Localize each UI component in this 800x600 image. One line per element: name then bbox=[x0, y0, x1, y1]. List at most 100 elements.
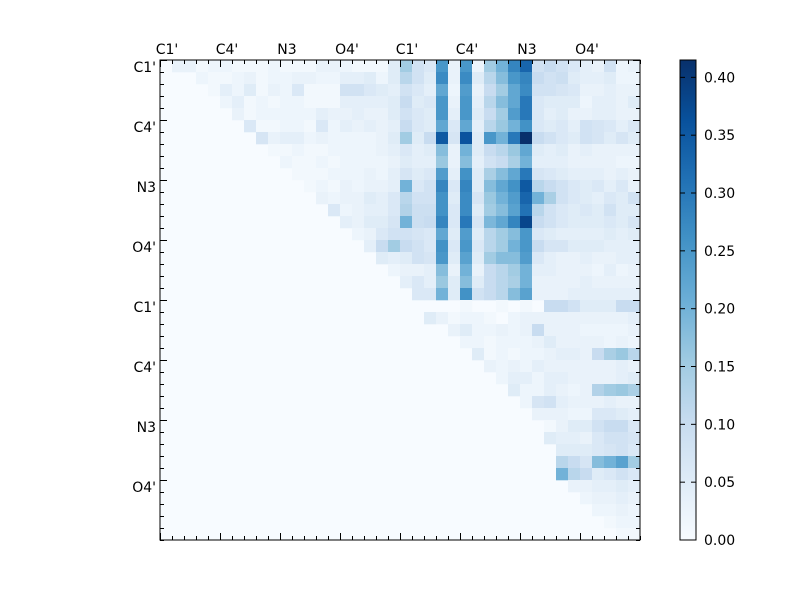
colorbar-tick-label: 0.40 bbox=[704, 70, 735, 86]
heatmap-cell bbox=[568, 480, 581, 493]
y-tick-label: C1' bbox=[133, 300, 156, 316]
heatmap-cell bbox=[520, 192, 533, 205]
heatmap-cell bbox=[568, 252, 581, 265]
heatmap-cell bbox=[424, 144, 437, 157]
heatmap-cell bbox=[496, 372, 509, 385]
heatmap-cell bbox=[532, 264, 545, 277]
heatmap-cell bbox=[244, 60, 257, 73]
heatmap-cell bbox=[436, 168, 449, 181]
heatmap-cell bbox=[568, 60, 581, 73]
heatmap-cell bbox=[316, 132, 329, 145]
heatmap-cell bbox=[412, 144, 425, 157]
heatmap-cell bbox=[544, 276, 557, 289]
heatmap-cell bbox=[568, 336, 581, 349]
heatmap-cell bbox=[436, 228, 449, 241]
heatmap-cell bbox=[604, 396, 617, 409]
heatmap-cell bbox=[388, 252, 401, 265]
heatmap-cell bbox=[508, 204, 521, 217]
heatmap-cell bbox=[472, 72, 485, 85]
heatmap-cell bbox=[184, 60, 197, 73]
heatmap-cell bbox=[544, 72, 557, 85]
heatmap-cell bbox=[508, 360, 521, 373]
heatmap-cell bbox=[448, 72, 461, 85]
heatmap-cell bbox=[388, 144, 401, 157]
heatmap-cell bbox=[352, 168, 365, 181]
heatmap-cell bbox=[628, 192, 641, 205]
heatmap-cell bbox=[352, 216, 365, 229]
heatmap-cell bbox=[628, 528, 641, 541]
heatmap-cell bbox=[412, 264, 425, 277]
heatmap-cell bbox=[568, 444, 581, 457]
heatmap-cell bbox=[628, 180, 641, 193]
heatmap-cell bbox=[208, 72, 221, 85]
heatmap-cell bbox=[568, 168, 581, 181]
heatmap-cell bbox=[448, 96, 461, 109]
heatmap-cell bbox=[496, 72, 509, 85]
heatmap-cell bbox=[616, 120, 629, 133]
heatmap-cell bbox=[256, 120, 269, 133]
heatmap-cell bbox=[604, 120, 617, 133]
heatmap-cell bbox=[616, 156, 629, 169]
heatmap-cell bbox=[412, 288, 425, 301]
heatmap-cell bbox=[208, 84, 221, 97]
heatmap-cell bbox=[412, 132, 425, 145]
heatmap-cell bbox=[232, 84, 245, 97]
heatmap-cell bbox=[568, 240, 581, 253]
heatmap-cell bbox=[340, 120, 353, 133]
heatmap-cell bbox=[616, 396, 629, 409]
heatmap-cell bbox=[436, 216, 449, 229]
heatmap-cell bbox=[424, 156, 437, 169]
heatmap-cell bbox=[508, 60, 521, 73]
heatmap-cell bbox=[364, 216, 377, 229]
heatmap-cell bbox=[628, 144, 641, 157]
heatmap-cell bbox=[544, 432, 557, 445]
heatmap-cell bbox=[592, 108, 605, 121]
heatmap-cell bbox=[628, 216, 641, 229]
heatmap-cell bbox=[460, 60, 473, 73]
x-tick-label: N3 bbox=[277, 42, 296, 58]
heatmap-cell bbox=[508, 84, 521, 97]
heatmap-cell bbox=[424, 288, 437, 301]
heatmap-cell bbox=[604, 372, 617, 385]
colorbar-tick-label: 0.15 bbox=[704, 360, 735, 376]
heatmap-cell bbox=[556, 408, 569, 421]
heatmap-cell bbox=[388, 168, 401, 181]
heatmap-cell bbox=[544, 348, 557, 361]
heatmap-cell bbox=[616, 432, 629, 445]
heatmap-cell bbox=[580, 396, 593, 409]
heatmap-cell bbox=[268, 132, 281, 145]
heatmap-cell bbox=[196, 72, 209, 85]
colorbar-tick-label: 0.35 bbox=[704, 128, 735, 144]
heatmap-cell bbox=[592, 348, 605, 361]
heatmap-cell bbox=[628, 348, 641, 361]
heatmap-cell bbox=[436, 72, 449, 85]
heatmap-cell bbox=[304, 156, 317, 169]
heatmap-cell bbox=[376, 108, 389, 121]
heatmap-cell bbox=[436, 288, 449, 301]
heatmap-cell bbox=[328, 168, 341, 181]
heatmap-cell bbox=[400, 276, 413, 289]
heatmap-cell bbox=[328, 120, 341, 133]
heatmap-cell bbox=[544, 360, 557, 373]
heatmap-cell bbox=[388, 228, 401, 241]
heatmap-cell bbox=[592, 300, 605, 313]
heatmap-cell bbox=[592, 480, 605, 493]
heatmap-cell bbox=[364, 60, 377, 73]
heatmap-cell bbox=[292, 72, 305, 85]
y-tick-label: C1' bbox=[133, 60, 156, 76]
colorbar-tick-label: 0.10 bbox=[704, 417, 735, 433]
heatmap-cell bbox=[340, 192, 353, 205]
heatmap-cell bbox=[616, 72, 629, 85]
heatmap-cell bbox=[544, 228, 557, 241]
heatmap-cell bbox=[424, 240, 437, 253]
heatmap-cell bbox=[544, 204, 557, 217]
heatmap-cell bbox=[592, 60, 605, 73]
heatmap-cell bbox=[556, 216, 569, 229]
heatmap-cell bbox=[340, 108, 353, 121]
heatmap-cell bbox=[580, 72, 593, 85]
heatmap-cell bbox=[604, 264, 617, 277]
heatmap-cell bbox=[256, 60, 269, 73]
heatmap-cell bbox=[292, 132, 305, 145]
heatmap-cell bbox=[520, 84, 533, 97]
heatmap-cell bbox=[496, 348, 509, 361]
